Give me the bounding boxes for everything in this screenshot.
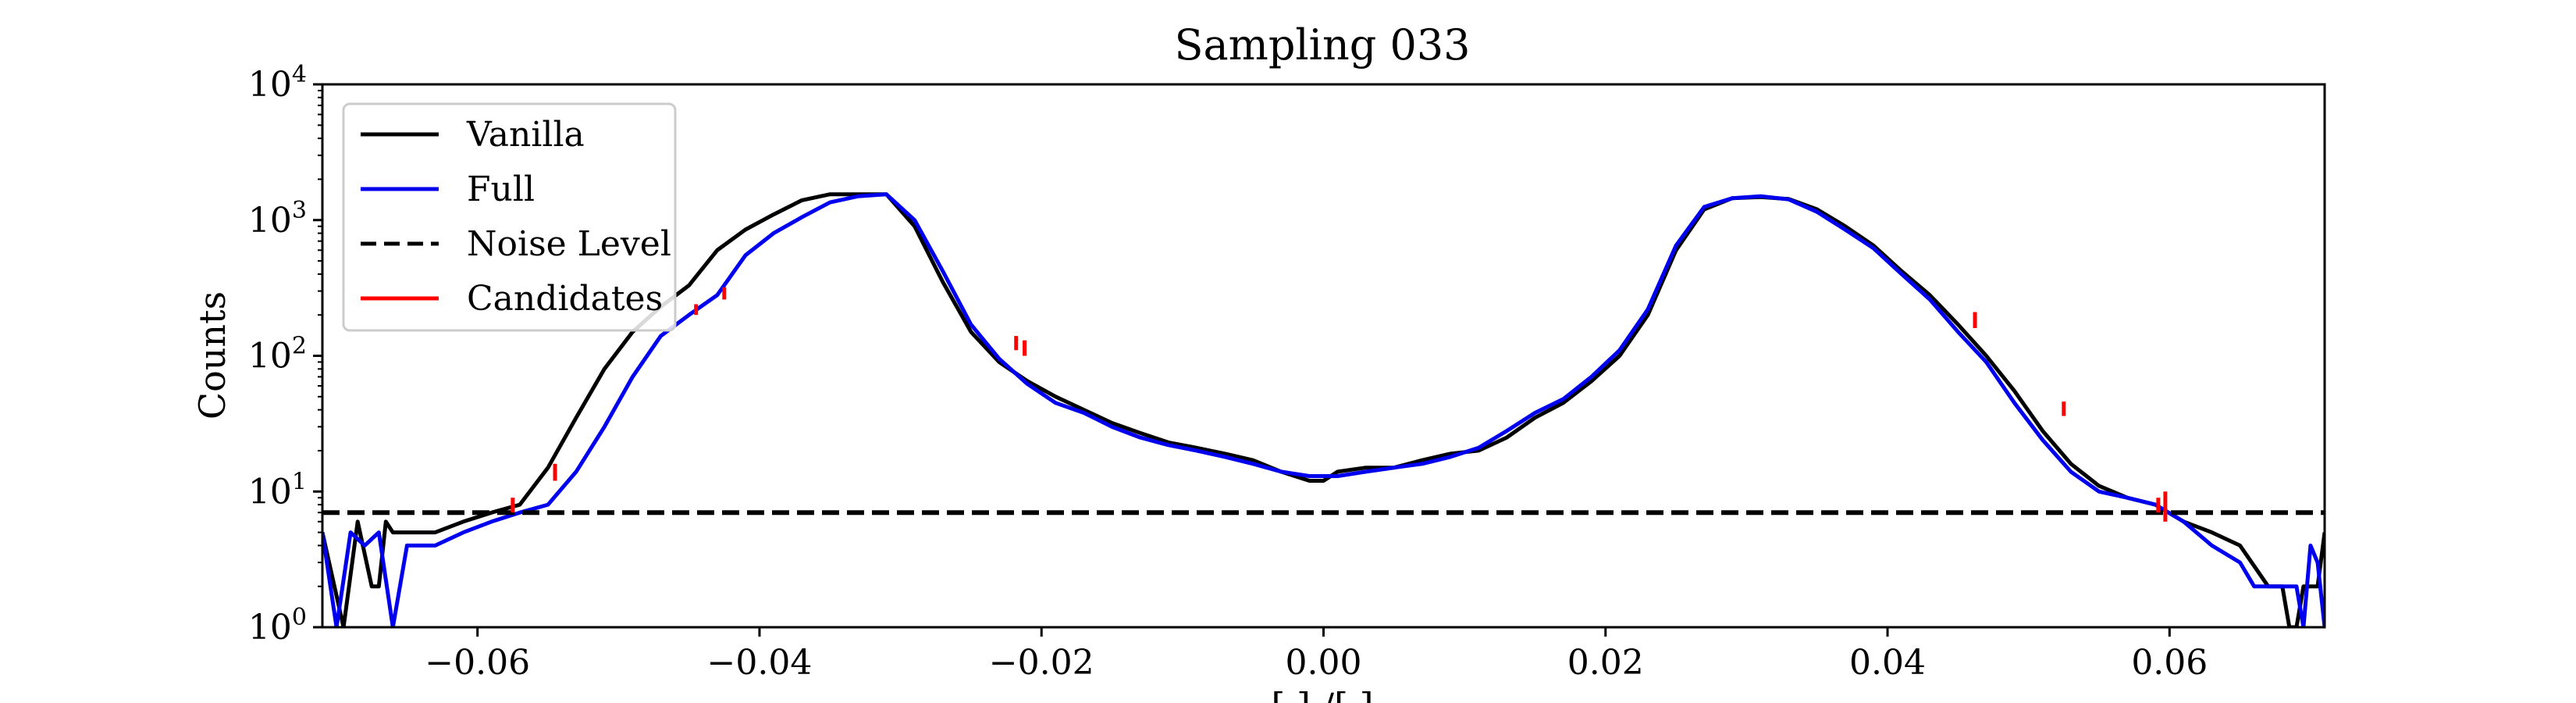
legend-label-candidates: Candidates xyxy=(467,279,663,319)
x-tick-label-4: 0.02 xyxy=(1567,643,1644,683)
x-tick-label-5: 0.04 xyxy=(1849,643,1926,683)
x-tick-label-2: −0.02 xyxy=(989,643,1094,683)
y-axis-label: Counts xyxy=(191,291,233,419)
chart-title: Sampling 033 xyxy=(1174,20,1470,70)
legend-label-full: Full xyxy=(467,170,535,209)
axes: −0.06 −0.04 −0.02 0.00 0.02 0.04 0.06 100 101 102… xyxy=(248,61,2326,683)
x-axis-label: [ ] /[ ] xyxy=(1271,685,1373,703)
series-group xyxy=(322,192,2325,627)
y-tick-label-0: 100 xyxy=(248,604,307,648)
y-tick-label-2: 102 xyxy=(248,333,307,376)
x-tick-label-1: −0.04 xyxy=(707,643,813,683)
x-tick-label-6: 0.06 xyxy=(2131,643,2208,683)
y-tick-label-3: 103 xyxy=(248,197,307,241)
legend-label-noise-level: Noise Level xyxy=(467,224,671,264)
y-tick-label-4: 104 xyxy=(248,61,307,105)
y-tick-label-1: 101 xyxy=(248,468,307,512)
series-line-full xyxy=(322,192,2325,627)
legend-label-vanilla: Vanilla xyxy=(466,115,585,155)
series-line-vanilla xyxy=(322,192,2325,627)
x-tick-label-0: −0.06 xyxy=(425,643,530,683)
plot-area xyxy=(322,192,2325,627)
legend-box xyxy=(342,102,677,332)
legend: Vanilla Full Noise Level Candidates xyxy=(342,102,677,332)
x-tick-label-3: 0.00 xyxy=(1286,643,1362,683)
